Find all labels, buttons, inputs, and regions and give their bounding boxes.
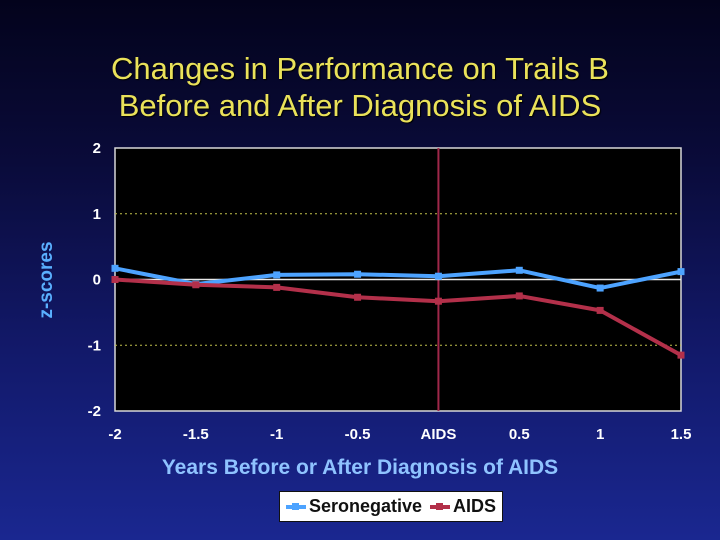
data-point-aids xyxy=(515,292,523,300)
x-tick-label: -2 xyxy=(108,426,121,443)
x-tick-label: 1.5 xyxy=(671,426,692,443)
x-tick-label: -1 xyxy=(270,426,283,443)
data-point-seronegative xyxy=(515,266,523,274)
y-tick-label: -2 xyxy=(88,403,101,420)
y-tick-label: 0 xyxy=(93,272,101,289)
data-point-aids xyxy=(273,283,281,291)
data-point-aids xyxy=(434,297,442,305)
data-point-aids xyxy=(677,351,685,359)
x-axis-label: Years Before or After Diagnosis of AIDS xyxy=(161,456,559,479)
data-point-aids xyxy=(111,276,119,283)
chart-title: Changes in Performance on Trails B Befor… xyxy=(0,50,720,124)
data-point-aids xyxy=(192,281,200,289)
series-layer xyxy=(111,264,685,359)
data-point-seronegative xyxy=(434,272,442,280)
y-tick-label: -1 xyxy=(88,337,101,354)
x-tick-label: 0.5 xyxy=(509,426,530,443)
series-line-seronegative xyxy=(114,266,682,291)
data-point-seronegative xyxy=(354,270,362,278)
series-line-aids xyxy=(114,277,682,357)
data-point-seronegative xyxy=(273,271,281,279)
x-tick-label: AIDS xyxy=(421,426,457,443)
data-point-aids xyxy=(354,293,362,301)
x-tick-label: -0.5 xyxy=(345,426,371,443)
data-point-seronegative xyxy=(111,264,119,272)
chart-title-line-2: Before and After Diagnosis of AIDS xyxy=(118,88,602,123)
x-tick-label: -1.5 xyxy=(183,426,209,443)
legend-swatch-aids xyxy=(430,502,451,510)
x-axis-ticks: -2 -1.5 -1 -0.5 AIDS 0.5 1 1.5 xyxy=(108,426,691,443)
chart-title-line-1: Changes in Performance on Trails B xyxy=(111,51,609,86)
data-point-seronegative xyxy=(596,284,604,292)
legend-entry-aids: AIDS xyxy=(430,496,496,517)
gridlines xyxy=(115,213,681,346)
legend: Seronegative AIDS xyxy=(279,491,504,522)
legend-label-seronegative: Seronegative xyxy=(309,496,423,516)
y-axis-ticks: 2 1 0 -1 -2 xyxy=(88,140,101,420)
y-axis-label: z-scores xyxy=(36,241,57,318)
y-tick-label: 1 xyxy=(93,206,101,223)
data-point-aids xyxy=(596,306,604,314)
y-tick-label: 2 xyxy=(93,140,101,157)
x-tick-label: 1 xyxy=(596,426,604,443)
data-point-seronegative xyxy=(677,268,685,276)
legend-entry-seronegative: Seronegative xyxy=(286,496,422,517)
legend-label-aids: AIDS xyxy=(453,496,497,516)
legend-swatch-seronegative xyxy=(286,502,306,510)
